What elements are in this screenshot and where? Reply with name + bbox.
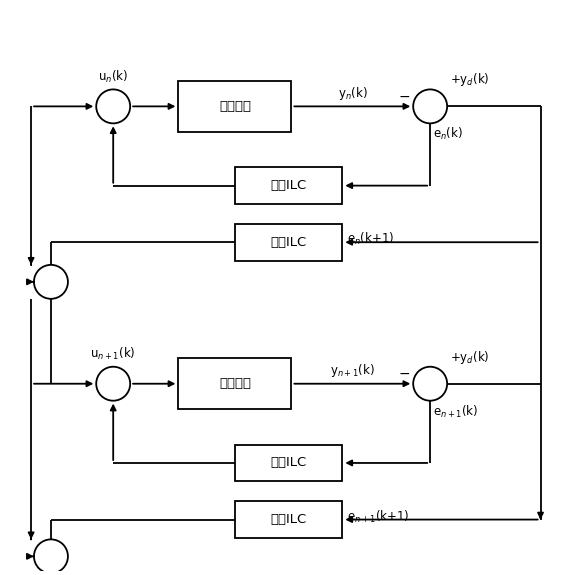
Text: y$_{n+1}$(k): y$_{n+1}$(k) (330, 362, 375, 379)
Bar (235, 501, 342, 538)
Bar (178, 358, 291, 409)
Bar (178, 81, 291, 132)
Text: u$_{n+1}$(k): u$_{n+1}$(k) (91, 346, 136, 362)
Text: e$_n$(k+1): e$_n$(k+1) (347, 231, 394, 247)
Text: 被控对象: 被控对象 (219, 100, 251, 113)
Text: −: − (398, 367, 410, 381)
Text: u$_n$(k): u$_n$(k) (98, 69, 128, 85)
Text: 闭环ILC: 闭环ILC (271, 179, 307, 192)
Text: 闭环ILC: 闭环ILC (271, 457, 307, 469)
Text: 被控对象: 被控对象 (219, 377, 251, 390)
Bar (235, 444, 342, 481)
Text: y$_n$(k): y$_n$(k) (337, 85, 367, 102)
Text: e$_n$(k): e$_n$(k) (433, 126, 463, 142)
Text: e$_{n+1}$(k): e$_{n+1}$(k) (433, 404, 478, 420)
Text: 开环ILC: 开环ILC (271, 513, 307, 526)
Text: 开环ILC: 开环ILC (271, 236, 307, 249)
Bar (235, 167, 342, 204)
Text: +y$_d$(k): +y$_d$(k) (450, 348, 490, 366)
Text: +y$_d$(k): +y$_d$(k) (450, 71, 490, 89)
Text: e$_{n+1}$(k+1): e$_{n+1}$(k+1) (347, 509, 410, 525)
Text: −: − (398, 90, 410, 104)
Bar (235, 224, 342, 260)
